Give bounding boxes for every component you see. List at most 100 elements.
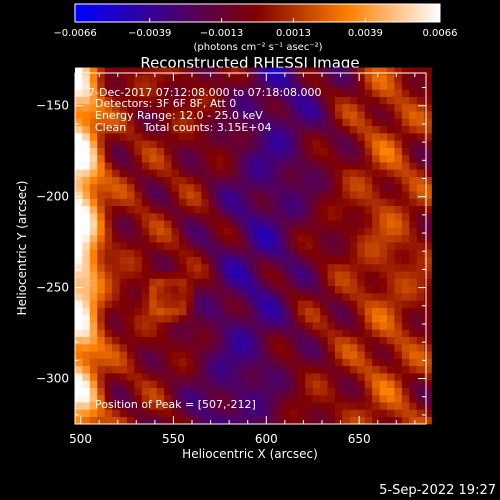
heatmap-cell	[349, 103, 358, 112]
heatmap-cell	[186, 263, 195, 272]
heatmap-cell	[283, 82, 291, 90]
heatmap-cell	[171, 380, 180, 388]
heatmap-cell	[357, 249, 366, 257]
y-tick-label: −150	[36, 99, 69, 113]
heatmap-cell	[364, 358, 373, 367]
heatmap-cell	[342, 111, 351, 119]
heatmap-cell	[253, 329, 262, 338]
heatmap-cell	[349, 176, 358, 185]
heatmap-cell	[149, 234, 158, 243]
heatmap-cell	[216, 307, 224, 316]
heatmap-cell	[149, 322, 158, 330]
heatmap-cell	[97, 242, 106, 250]
heatmap-cell	[327, 336, 336, 345]
heatmap-cell	[342, 154, 351, 163]
heatmap-cell	[290, 118, 299, 127]
heatmap-cell	[297, 133, 306, 141]
heatmap-cell	[201, 140, 210, 148]
heatmap-cell	[141, 263, 150, 272]
heatmap-cell	[149, 205, 158, 214]
heatmap-cell	[320, 147, 328, 156]
heatmap-cell	[327, 256, 336, 265]
heatmap-cell	[119, 82, 128, 90]
annotation-detectors: Detectors: 3F 6F 8F, Att 0	[95, 97, 236, 110]
heatmap-cell	[387, 118, 395, 127]
heatmap-cell	[268, 278, 276, 287]
heatmap-cell	[97, 300, 106, 308]
heatmap-cell	[424, 256, 432, 265]
heatmap-cell	[253, 82, 262, 90]
heatmap-cell	[379, 154, 388, 163]
heatmap-cell	[401, 162, 410, 170]
heatmap-cell	[223, 271, 232, 279]
heatmap-cell	[268, 285, 276, 294]
heatmap-cell	[379, 293, 388, 301]
heatmap-cell	[216, 227, 224, 236]
heatmap-cell	[357, 358, 366, 367]
heatmap-cell	[327, 300, 336, 308]
heatmap-cell	[424, 125, 432, 134]
heatmap-cell	[253, 74, 262, 83]
heatmap-cell	[327, 263, 336, 272]
heatmap-cell	[223, 220, 232, 228]
heatmap-cell	[89, 293, 98, 301]
heatmap-cell	[320, 293, 328, 301]
heatmap-cell	[364, 242, 373, 250]
heatmap-cell	[127, 74, 135, 83]
heatmap-cell	[164, 351, 172, 359]
heatmap-cell	[394, 176, 403, 185]
heatmap-cell	[372, 249, 380, 257]
heatmap-cell	[164, 336, 172, 345]
heatmap-cell	[193, 169, 202, 177]
heatmap-cell	[387, 365, 395, 374]
heatmap-cell	[260, 249, 269, 257]
heatmap-cell	[320, 322, 328, 330]
heatmap-cell	[342, 89, 351, 97]
heatmap-cell	[364, 365, 373, 374]
heatmap-cell	[394, 380, 403, 388]
heatmap-cell	[283, 416, 291, 425]
heatmap-cell	[424, 285, 432, 294]
heatmap-cell	[97, 82, 106, 90]
heatmap-cell	[82, 329, 91, 338]
heatmap-cell	[275, 322, 284, 330]
heatmap-cell	[312, 300, 321, 308]
heatmap-cell	[231, 234, 239, 243]
heatmap-cell	[245, 358, 254, 367]
colorbar-tick-label: 0.0013	[276, 28, 311, 39]
heatmap-cell	[119, 293, 128, 301]
heatmap-cell	[268, 191, 276, 199]
heatmap-cell	[156, 300, 165, 308]
heatmap-cell	[156, 227, 165, 236]
heatmap-cell	[179, 285, 187, 294]
heatmap-cell	[231, 169, 239, 177]
heatmap-cell	[104, 220, 113, 228]
heatmap-cell	[320, 176, 328, 185]
heatmap-cell	[379, 285, 388, 294]
heatmap-cell	[104, 133, 113, 141]
heatmap-cell	[75, 293, 83, 301]
heatmap-cell	[156, 387, 165, 396]
heatmap-cell	[268, 147, 276, 156]
heatmap-cell	[75, 147, 83, 156]
heatmap-cell	[394, 220, 403, 228]
heatmap-cell	[208, 133, 217, 141]
heatmap-cell	[327, 329, 336, 338]
heatmap-cell	[149, 249, 158, 257]
heatmap-cell	[409, 89, 418, 97]
heatmap-cell	[357, 373, 366, 381]
heatmap-cell	[216, 234, 224, 243]
heatmap-cell	[186, 365, 195, 374]
colorbar-tick-label: 0.0039	[348, 28, 383, 39]
heatmap-cell	[416, 162, 425, 170]
heatmap-cell	[201, 169, 210, 177]
heatmap-cell	[260, 82, 269, 90]
heatmap-cell	[134, 220, 143, 228]
heatmap-cell	[327, 242, 336, 250]
heatmap-cell	[171, 227, 180, 236]
heatmap-cell	[409, 140, 418, 148]
heatmap-cell	[342, 380, 351, 388]
heatmap-cell	[171, 220, 180, 228]
heatmap-cell	[394, 147, 403, 156]
heatmap-cell	[171, 169, 180, 177]
